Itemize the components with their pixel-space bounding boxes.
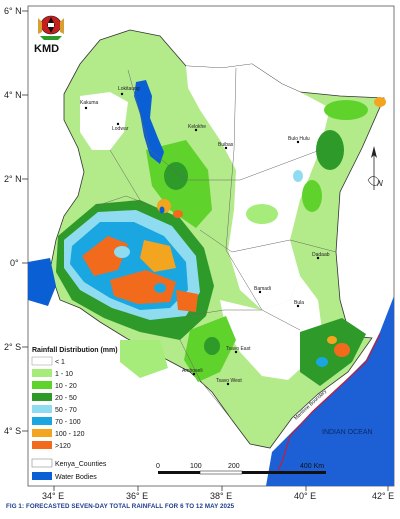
lake-turkana — [134, 80, 164, 164]
legend-swatch-20-50 — [32, 393, 52, 401]
legend-swatch-50-70 — [32, 405, 52, 413]
kmd-logo — [38, 15, 64, 40]
legend-title: Rainfall Distribution (mm) — [32, 347, 118, 354]
legend-swatch-gt120 — [32, 441, 52, 449]
lon-label-38e: 38° E — [210, 491, 232, 501]
lat-label-6n: 6° N — [4, 6, 22, 16]
legend-label-gt120: >120 — [55, 443, 71, 450]
rain-strip-coast — [300, 318, 366, 386]
legend-label-100-120: 100 - 120 — [55, 431, 85, 438]
scale-label-100: 100 — [190, 463, 202, 470]
maritime-boundary — [277, 333, 381, 471]
legend-swatch-70-100 — [32, 417, 52, 425]
lat-label-4n: 4° N — [4, 90, 22, 100]
scale-label-0: 0 — [156, 463, 160, 470]
town-label-buibas: Buibas — [218, 142, 234, 148]
town-label-bamadi: Bamadi — [254, 286, 271, 292]
lat-label-2s: 2° S — [4, 342, 21, 352]
county-boundaries — [95, 67, 337, 421]
rain-zone-west — [56, 200, 214, 340]
legend-label-1-10: 1 - 10 — [55, 371, 73, 378]
longitude-ticks — [53, 486, 389, 491]
legend: Rainfall Distribution (mm) < 1 1 - 10 10… — [31, 347, 118, 481]
latitude-ticks — [22, 10, 28, 432]
town-label-tsavo-east: Tsavo East — [226, 346, 251, 352]
town-label-kakuma: Kakuma — [80, 100, 99, 106]
legend-swatch-water — [32, 472, 52, 480]
dry-southeast — [220, 276, 322, 380]
scale-label-400: 400 Km — [300, 463, 324, 470]
town-label-lokitaung: Lokitaung — [118, 86, 140, 92]
legend-swatch-counties — [31, 458, 53, 468]
lon-label-40e: 40° E — [294, 491, 316, 501]
legend-label-70-100: 70 - 100 — [55, 419, 81, 426]
indian-ocean — [266, 296, 394, 486]
north-arrow — [367, 146, 381, 190]
legend-swatch-100-120 — [32, 429, 52, 437]
legend-label-water: Water Bodies — [55, 474, 97, 481]
ocean-label: INDIAN OCEAN — [322, 429, 373, 436]
figure-caption: FIG 1: FORECASTED SEVEN-DAY TOTAL RAINFA… — [6, 503, 235, 510]
town-label-bulo-hulu: Bulo Hulu — [288, 136, 310, 142]
legend-label-counties: Kenya_Counties — [55, 461, 107, 468]
town-label-amboseli: Amboseli — [182, 368, 203, 374]
dry-northwest — [80, 92, 128, 150]
town-label-tsavo-west: Tsavo West — [216, 378, 242, 384]
legend-label-10-20: 10 - 20 — [55, 383, 77, 390]
town-label-dadaab: Dadaab — [312, 252, 330, 258]
lake-baringo — [159, 206, 165, 214]
lat-label-2n: 2° N — [4, 174, 22, 184]
scale-bar — [158, 470, 326, 475]
north-arrow-label: N — [377, 179, 383, 188]
legend-swatch-lt1 — [31, 356, 53, 366]
town-label-lodwar: Lodwar — [112, 126, 129, 132]
agency-acronym: KMD — [34, 43, 59, 55]
rain-patches-northeast — [246, 97, 386, 224]
legend-label-50-70: 50 - 70 — [55, 407, 77, 414]
scale-label-200: 200 — [228, 463, 240, 470]
town-label-kelokhe: Kelokhe — [188, 124, 206, 130]
lon-label-36e: 36° E — [126, 491, 148, 501]
lon-label-42e: 42° E — [372, 491, 394, 501]
lake-victoria — [28, 258, 56, 306]
legend-swatch-1-10 — [32, 369, 52, 377]
lat-label-0: 0° — [10, 258, 19, 268]
legend-label-lt1: < 1 — [55, 359, 65, 366]
legend-swatch-10-20 — [32, 381, 52, 389]
legend-label-20-50: 20 - 50 — [55, 395, 77, 402]
dry-northeast — [186, 64, 330, 310]
lat-label-4s: 4° S — [4, 426, 21, 436]
rain-band-central — [120, 140, 236, 382]
town-markers — [84, 92, 320, 386]
town-label-bula: Bula — [294, 300, 304, 306]
lon-label-34e: 34° E — [42, 491, 64, 501]
